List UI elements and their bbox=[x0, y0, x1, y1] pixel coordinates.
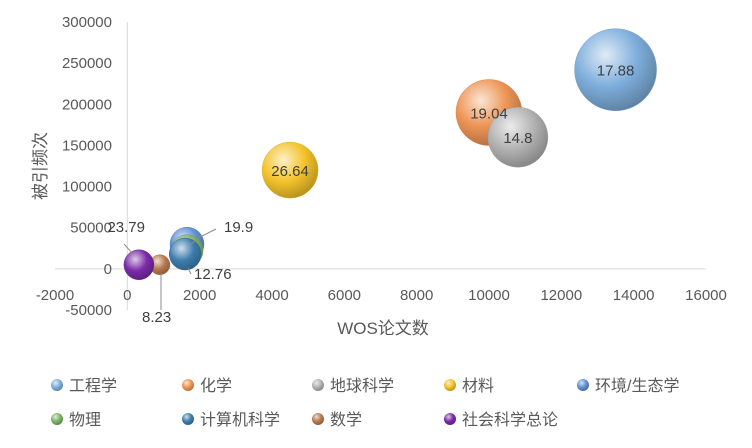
data-label: 19.9 bbox=[224, 219, 253, 236]
legend-label: 数学 bbox=[330, 411, 362, 429]
data-label: 17.88 bbox=[597, 63, 635, 80]
legend-item: 数学 bbox=[312, 411, 362, 429]
leader-lines bbox=[123, 228, 217, 310]
bubble bbox=[487, 106, 549, 168]
legend-marker bbox=[444, 379, 456, 391]
x-tick-label: -2000 bbox=[36, 287, 74, 304]
x-tick-label: 14000 bbox=[613, 287, 655, 304]
bubble bbox=[123, 249, 155, 280]
y-tick-label: 300000 bbox=[62, 14, 112, 31]
y-tick-labels: -50000 0 50000 100000 150000 200000 250000 3000… bbox=[62, 14, 112, 319]
data-label: 14.8 bbox=[503, 130, 532, 147]
x-tick-label: 6000 bbox=[328, 287, 361, 304]
legend-label: 计算机科学 bbox=[200, 410, 280, 429]
x-tick-label: 10000 bbox=[468, 287, 510, 304]
x-tick-label: 16000 bbox=[685, 287, 727, 304]
legend-marker bbox=[182, 379, 194, 391]
leader-line bbox=[189, 228, 217, 246]
y-tick-label: 100000 bbox=[62, 179, 112, 196]
x-tick-labels: -2000 0 2000 4000 6000 8000 10000 12000 14000 160… bbox=[36, 287, 727, 304]
y-tick-label: 50000 bbox=[70, 220, 112, 237]
legend-marker bbox=[312, 379, 324, 391]
legend-marker bbox=[51, 413, 63, 425]
y-tick-label: 0 bbox=[104, 261, 112, 278]
x-tick-label: 12000 bbox=[540, 287, 582, 304]
legend-item: 物理 bbox=[51, 411, 101, 429]
legend-item: 环境/生态学 bbox=[577, 376, 679, 395]
bubbles bbox=[123, 28, 657, 280]
legend-marker bbox=[444, 413, 456, 425]
data-label: 26.64 bbox=[271, 163, 309, 180]
legend-item: 计算机科学 bbox=[182, 410, 280, 429]
x-tick-label: 4000 bbox=[255, 287, 288, 304]
leader-line bbox=[187, 267, 192, 275]
data-labels: 17.88 19.04 14.8 26.64 19.9 12.76 8.23 23.79 bbox=[107, 63, 634, 326]
legend-label: 材料 bbox=[462, 377, 494, 395]
y-axis-title: 被引频次 bbox=[31, 132, 50, 200]
data-label: 8.23 bbox=[142, 309, 171, 326]
x-tick-label: 0 bbox=[123, 287, 131, 304]
bubble bbox=[261, 141, 319, 199]
bubble bbox=[574, 28, 657, 111]
data-label: 19.04 bbox=[470, 106, 508, 123]
data-label: 12.76 bbox=[194, 266, 232, 283]
y-tick-label: 150000 bbox=[62, 137, 112, 154]
legend-marker bbox=[577, 379, 589, 391]
legend-label: 工程学 bbox=[69, 377, 117, 395]
legend-item: 化学 bbox=[182, 377, 232, 395]
x-tick-label: 8000 bbox=[400, 287, 433, 304]
legend-label: 地球科学 bbox=[330, 377, 394, 395]
legend-label: 环境/生态学 bbox=[595, 376, 679, 395]
bubble bbox=[168, 237, 202, 271]
legend-item: 地球科学 bbox=[312, 377, 394, 395]
legend-label: 物理 bbox=[69, 411, 101, 429]
x-axis-title: WOS论文数 bbox=[337, 319, 429, 338]
y-tick-label: -50000 bbox=[65, 302, 112, 319]
y-tick-label: 250000 bbox=[62, 55, 112, 72]
legend-marker bbox=[182, 413, 194, 425]
y-tick-label: 200000 bbox=[62, 96, 112, 113]
x-tick-label: 2000 bbox=[183, 287, 216, 304]
legend-label: 社会科学总论 bbox=[462, 411, 558, 429]
data-label: 23.79 bbox=[107, 219, 145, 236]
legend-item: 工程学 bbox=[51, 377, 117, 395]
legend-marker bbox=[312, 413, 324, 425]
legend-label: 化学 bbox=[200, 377, 232, 395]
legend-marker bbox=[51, 379, 63, 391]
legend-item: 材料 bbox=[444, 377, 494, 395]
leader-line bbox=[123, 243, 134, 255]
legend-item: 社会科学总论 bbox=[444, 411, 558, 429]
